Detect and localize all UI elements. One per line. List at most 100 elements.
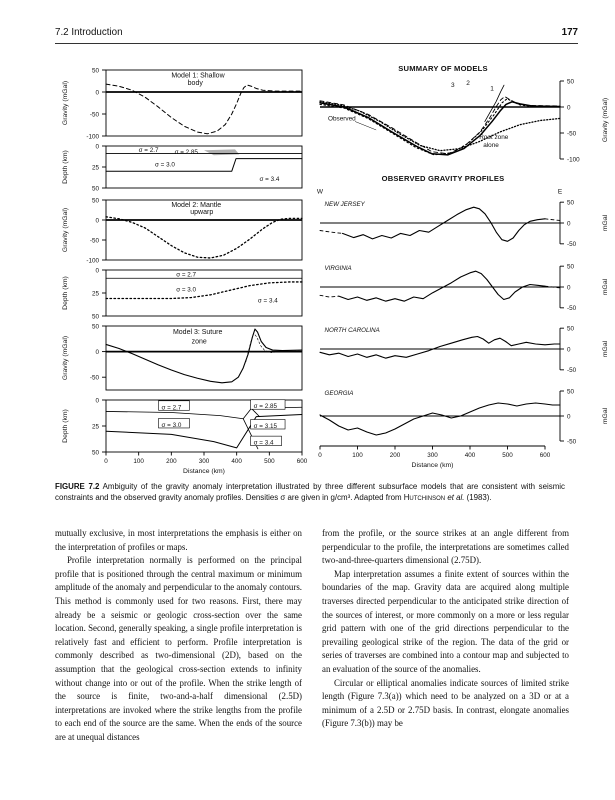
svg-text:Distance (km): Distance (km) xyxy=(183,468,225,475)
svg-text:500: 500 xyxy=(502,452,513,459)
model3-gravity-chart: 50 0 -50 Gravity (mGal) Model 3: Suture zone xyxy=(62,323,303,391)
svg-text:0: 0 xyxy=(567,220,571,227)
body-column-left: mutually exclusive, in most interpretati… xyxy=(55,527,302,745)
svg-text:Gravity (mGal): Gravity (mGal) xyxy=(602,98,609,142)
svg-text:1: 1 xyxy=(490,85,494,92)
svg-text:50: 50 xyxy=(92,185,100,192)
svg-text:Distance (km): Distance (km) xyxy=(412,462,454,469)
svg-text:600: 600 xyxy=(297,458,308,465)
body-paragraph: Circular or elliptical anomalies indicat… xyxy=(322,677,569,729)
north-carolina-profile-chart: 50 0 -50 mGal NORTH CAROLINA xyxy=(319,325,609,374)
svg-text:50: 50 xyxy=(567,388,575,395)
svg-text:-50: -50 xyxy=(90,111,100,118)
svg-text:0: 0 xyxy=(95,89,99,96)
svg-text:alone: alone xyxy=(483,142,499,149)
body-paragraph: from the profile, or the source strikes … xyxy=(322,528,569,566)
svg-text:Gravity (mGal): Gravity (mGal) xyxy=(62,208,69,252)
svg-text:100: 100 xyxy=(352,452,363,459)
svg-text:upwarp: upwarp xyxy=(190,209,213,216)
summary-of-models-title: SUMMARY OF MODELS xyxy=(398,64,488,73)
svg-text:σ = 2.7: σ = 2.7 xyxy=(139,147,159,154)
body-column-right: from the profile, or the source strikes … xyxy=(322,527,569,745)
svg-text:W: W xyxy=(317,188,324,195)
svg-text:100: 100 xyxy=(133,458,144,465)
svg-text:Model 2: Mantle: Model 2: Mantle xyxy=(171,202,221,209)
svg-text:Model 1: Shallow: Model 1: Shallow xyxy=(171,72,225,79)
svg-text:mGal: mGal xyxy=(602,278,609,295)
svg-text:25: 25 xyxy=(92,423,100,430)
svg-text:300: 300 xyxy=(427,452,438,459)
summary-of-models-chart: 50 0 -50 -100 Gravity (mGal) 3 2 1 Observed Root … xyxy=(319,78,609,163)
svg-text:-100: -100 xyxy=(86,133,99,140)
svg-text:E: E xyxy=(558,188,563,195)
svg-text:GEORGIA: GEORGIA xyxy=(325,390,354,397)
page-number: 177 xyxy=(561,27,578,38)
svg-text:Depth (km): Depth (km) xyxy=(62,150,69,184)
model2-gravity-chart: 50 0 -50 -100 Gravity (mGal) Model 2: Mantleu… xyxy=(62,197,303,264)
svg-text:-50: -50 xyxy=(90,237,100,244)
svg-text:-50: -50 xyxy=(90,375,100,382)
virginia-profile-chart: 50 0 -50 mGal VIRGINIA xyxy=(319,263,609,312)
body-paragraph: mutually exclusive, in most interpretati… xyxy=(55,528,302,552)
svg-text:50: 50 xyxy=(92,197,100,204)
svg-text:Depth (km): Depth (km) xyxy=(62,409,69,443)
body-paragraph: Profile interpretation normally is perfo… xyxy=(55,555,302,742)
svg-text:σ = 2.7: σ = 2.7 xyxy=(162,404,182,411)
section-heading: 7.2 Introduction xyxy=(55,27,123,38)
svg-text:0: 0 xyxy=(104,458,108,465)
svg-text:0: 0 xyxy=(318,452,322,459)
svg-text:-50: -50 xyxy=(567,241,577,248)
svg-text:-50: -50 xyxy=(567,130,577,137)
svg-text:50: 50 xyxy=(567,325,575,332)
svg-text:0: 0 xyxy=(567,284,571,291)
svg-text:25: 25 xyxy=(92,290,100,297)
svg-text:σ = 2.85: σ = 2.85 xyxy=(254,403,278,410)
svg-text:50: 50 xyxy=(567,199,575,206)
figure-caption: FIGURE 7.2 Ambiguity of the gravity anom… xyxy=(55,481,565,503)
svg-text:NEW JERSEY: NEW JERSEY xyxy=(325,201,366,208)
svg-text:0: 0 xyxy=(567,346,571,353)
body-paragraph: Map interpretation assumes a finite exte… xyxy=(322,568,569,674)
figure-caption-etal: et al. xyxy=(447,493,465,503)
svg-text:σ = 3.0: σ = 3.0 xyxy=(155,161,175,168)
svg-text:200: 200 xyxy=(390,452,401,459)
figure-caption-label: FIGURE 7.2 xyxy=(55,482,100,491)
svg-text:0: 0 xyxy=(567,413,571,420)
svg-text:0: 0 xyxy=(95,349,99,356)
svg-text:2: 2 xyxy=(466,80,470,87)
svg-text:VIRGINIA: VIRGINIA xyxy=(325,265,352,272)
svg-text:25: 25 xyxy=(92,164,100,171)
svg-text:0: 0 xyxy=(95,143,99,150)
figure-7-2: 50 0 -50 -100 Gravity (mGal) Model 1: Shallow… xyxy=(40,58,609,478)
svg-text:600: 600 xyxy=(540,452,551,459)
svg-text:3: 3 xyxy=(451,82,455,89)
svg-text:σ = 3.4: σ = 3.4 xyxy=(258,297,278,304)
svg-text:σ = 3.0: σ = 3.0 xyxy=(176,286,196,293)
svg-text:0: 0 xyxy=(95,217,99,224)
model1-gravity-chart: 50 0 -50 -100 Gravity (mGal) Model 1: Shallow… xyxy=(62,67,303,140)
svg-text:50: 50 xyxy=(92,449,100,456)
svg-text:Gravity (mGal): Gravity (mGal) xyxy=(62,336,69,380)
svg-text:0: 0 xyxy=(567,104,571,111)
svg-text:400: 400 xyxy=(465,452,476,459)
svg-text:500: 500 xyxy=(264,458,275,465)
model1-depth-chart: 0 25 50 Depth (km) σ = 2.7 σ = 3.0σ = 2.85 σ =… xyxy=(62,143,303,192)
svg-text:-50: -50 xyxy=(567,367,577,374)
svg-text:body: body xyxy=(188,80,204,87)
figure-caption-author: Hutchinson xyxy=(403,493,446,503)
svg-text:Gravity (mGal): Gravity (mGal) xyxy=(62,81,69,125)
svg-text:mGal: mGal xyxy=(602,407,609,424)
svg-text:σ = 3.4: σ = 3.4 xyxy=(260,176,280,183)
svg-text:Depth (km): Depth (km) xyxy=(62,276,69,310)
svg-text:mGal: mGal xyxy=(602,214,609,231)
svg-text:50: 50 xyxy=(92,323,100,330)
svg-text:-100: -100 xyxy=(567,156,580,163)
svg-text:50: 50 xyxy=(92,313,100,320)
svg-text:mGal: mGal xyxy=(602,340,609,357)
model2-depth-chart: 0 25 50 Depth (km) σ = 2.7 σ = 3.0 σ = 3.4 xyxy=(62,267,303,320)
svg-text:0: 0 xyxy=(95,267,99,274)
svg-text:0: 0 xyxy=(95,397,99,404)
